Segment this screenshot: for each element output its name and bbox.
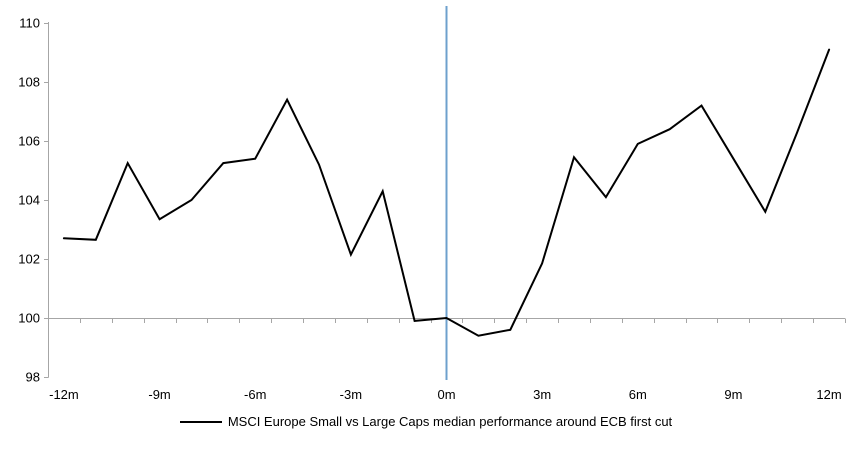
y-axis-tick-label: 106 xyxy=(18,134,40,149)
line-chart: 110 108 106 104 102 100 98 -12m -9m -6m -3m 0m 3m 6m 9… xyxy=(18,6,846,402)
x-axis-tick-label: 12m xyxy=(816,387,841,402)
y-axis-tick-label: 108 xyxy=(18,75,40,90)
series-line xyxy=(62,48,831,337)
x-axis-tick-label: -6m xyxy=(244,387,266,402)
x-axis-tick-label: 6m xyxy=(629,387,647,402)
x-axis-tick-label: 9m xyxy=(724,387,742,402)
chart-legend: MSCI Europe Small vs Large Caps median p… xyxy=(0,414,852,429)
x-axis-tick-label: 3m xyxy=(533,387,551,402)
y-axis-tick-label: 104 xyxy=(18,193,40,208)
legend-line-swatch xyxy=(179,420,222,423)
x-axis-tick-label: -9m xyxy=(148,387,170,402)
y-axis-tick-label: 100 xyxy=(18,311,40,326)
y-axis-tick-label: 110 xyxy=(19,16,40,31)
x-axis-tick-label: 0m xyxy=(437,387,455,402)
x-axis-tick-label: -3m xyxy=(340,387,362,402)
y-axis-tick-label: 98 xyxy=(26,370,40,385)
legend-label: MSCI Europe Small vs Large Caps median p… xyxy=(227,414,673,429)
x-axis-tick-label: -12m xyxy=(49,387,79,402)
y-axis-tick-label: 102 xyxy=(18,252,40,267)
